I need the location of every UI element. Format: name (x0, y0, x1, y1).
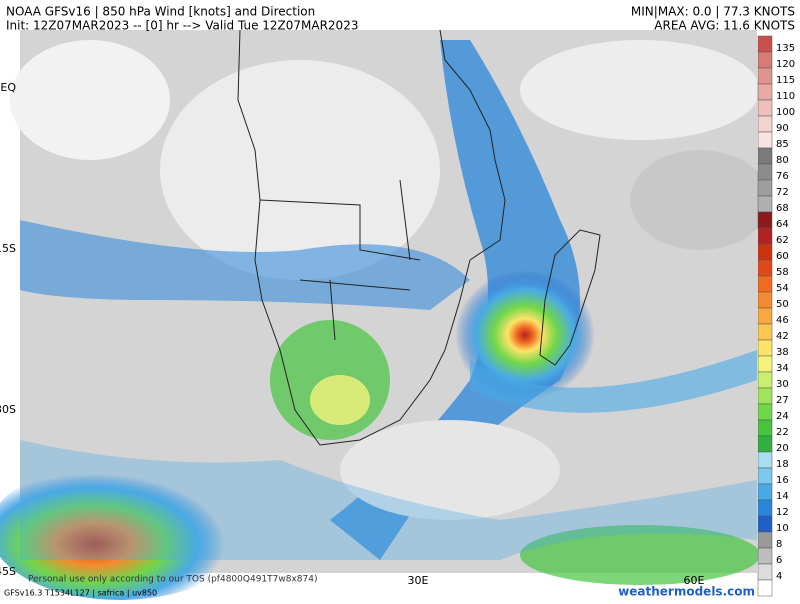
colorbar-box (757, 291, 773, 309)
colorbar-box (757, 211, 773, 229)
colorbar-label: 110 (776, 91, 795, 102)
colorbar-box (757, 83, 773, 101)
colorbar-box (757, 579, 773, 597)
colorbar-box (757, 51, 773, 69)
colorbar-label: 72 (776, 187, 789, 198)
colorbar-box (757, 35, 773, 53)
colorbar-label: 80 (776, 155, 789, 166)
colorbar-box (757, 115, 773, 133)
colorbar-box (757, 403, 773, 421)
longitude-label: 30E (408, 574, 429, 587)
colorbar-label: 4 (776, 571, 782, 582)
colorbar-box (757, 563, 773, 581)
colorbar-label: 90 (776, 123, 789, 134)
colorbar-box (757, 67, 773, 85)
colorbar-label: 38 (776, 347, 789, 358)
colorbar-label: 16 (776, 475, 789, 486)
latitude-label: 45S (0, 565, 16, 578)
tos-notice: Personal use only according to our TOS (… (28, 575, 317, 585)
colorbar-box (757, 339, 773, 357)
colorbar-label: 135 (776, 43, 795, 54)
colorbar-label: 22 (776, 427, 789, 438)
coastlines (237, 29, 601, 446)
init-time: Init: 12Z07MAR2023 -- [0] hr --> Valid T… (6, 19, 358, 33)
colorbar-label: 6 (776, 555, 782, 566)
colorbar-box (757, 355, 773, 373)
min-max: MIN|MAX: 0.0 | 77.3 KNOTS (631, 5, 795, 19)
colorbar-label: 85 (776, 139, 789, 150)
colorbar-box (757, 499, 773, 517)
colorbar-label: 100 (776, 107, 795, 118)
colorbar-label: 54 (776, 283, 789, 294)
colorbar-label: 12 (776, 507, 789, 518)
colorbar-box (757, 435, 773, 453)
colorbar-label: 46 (776, 315, 789, 326)
colorbar-box (757, 147, 773, 165)
colorbar-label: 64 (776, 219, 789, 230)
colorbar-label: 76 (776, 171, 789, 182)
model-info: GFSv16.3 T1534L127 | safrica | uv850 (4, 589, 157, 598)
colorbar-box (757, 547, 773, 565)
colorbar-box (757, 451, 773, 469)
latitude-label: EQ (0, 81, 16, 94)
colorbar-box (757, 227, 773, 245)
colorbar-box (757, 195, 773, 213)
colorbar-label: 30 (776, 379, 789, 390)
colorbar-label: 24 (776, 411, 789, 422)
colorbar-label: 62 (776, 235, 789, 246)
colorbar-box (757, 371, 773, 389)
colorbar-box (757, 515, 773, 533)
colorbar-box (757, 307, 773, 325)
colorbar-box (757, 419, 773, 437)
map-field (0, 30, 770, 600)
colorbar-box (757, 323, 773, 341)
colorbar-box (757, 99, 773, 117)
colorbar-label: 34 (776, 363, 789, 374)
colorbar-label: 60 (776, 251, 789, 262)
latitude-label: 15S (0, 242, 16, 255)
colorbar-box (757, 179, 773, 197)
latitude-label: 30S (0, 403, 16, 416)
colorbar-box (757, 243, 773, 261)
colorbar-box (757, 531, 773, 549)
colorbar-label: 42 (776, 331, 789, 342)
colorbar-box (757, 275, 773, 293)
site-link: weathermodels.com (618, 585, 755, 599)
colorbar-box (757, 163, 773, 181)
colorbar-label: 27 (776, 395, 789, 406)
colorbar-box (757, 387, 773, 405)
colorbar-box (757, 259, 773, 277)
colorbar-label: 115 (776, 75, 795, 86)
colorbar-label: 68 (776, 203, 789, 214)
colorbar-box (757, 131, 773, 149)
longitude-label: 60E (684, 574, 705, 587)
colorbar-label: 20 (776, 443, 789, 454)
area-average: AREA AVG: 11.6 KNOTS (654, 19, 795, 33)
colorbar-label: 50 (776, 299, 789, 310)
map-title: NOAA GFSv16 | 850 hPa Wind [knots] and D… (6, 5, 315, 19)
colorbar-label: 10 (776, 523, 789, 534)
colorbar-box (757, 483, 773, 501)
colorbar-label: 14 (776, 491, 789, 502)
colorbar-label: 120 (776, 59, 795, 70)
colorbar-label: 58 (776, 267, 789, 278)
colorbar-label: 8 (776, 539, 782, 550)
colorbar-label: 18 (776, 459, 789, 470)
colorbar-box (757, 467, 773, 485)
